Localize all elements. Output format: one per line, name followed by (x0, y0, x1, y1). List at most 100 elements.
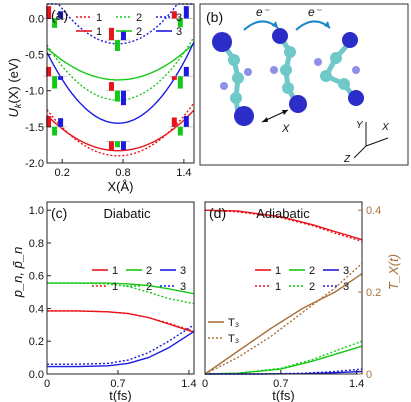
y-tick-label: 0.4 (29, 303, 44, 315)
legend-label: 2 (309, 281, 315, 293)
axis-y-label: Y (356, 120, 364, 131)
probability-curve (204, 340, 363, 375)
atom-h (314, 58, 322, 66)
atom-h (270, 66, 278, 74)
x-tick-label: 0.7 (110, 378, 125, 390)
atom-n (234, 106, 254, 126)
panel-label: (a) (51, 7, 68, 23)
coefficient-bar (52, 126, 58, 136)
coefficient-bar (183, 116, 189, 127)
coefficient-bar (183, 6, 189, 19)
y-axis-label: p_n, p̃_n (10, 247, 25, 299)
x-tick-label: 0 (202, 378, 208, 390)
panel-a: 0.2 0.8 1.4 0.0 -0.5 -1.0 -1.5 -2.0 (a) 1 2 3 1 2 3 X(Å… (6, 3, 195, 194)
atom-c (282, 82, 294, 94)
potential-curve (46, 42, 195, 81)
coefficient-bar (46, 6, 52, 19)
x-axis-label: t(fs) (272, 388, 294, 402)
molecule-right (314, 32, 364, 106)
coefficient-bar (58, 118, 64, 127)
probability-curve (47, 330, 195, 368)
legend-label: 2 (136, 12, 142, 24)
atom-c (232, 72, 244, 84)
plot-frame (46, 201, 195, 375)
probability-curve (47, 310, 195, 333)
coefficient-bar (52, 76, 58, 89)
legend-label: 2 (136, 26, 142, 38)
probability-curve (47, 282, 195, 305)
y-tick-label: -1.5 (25, 122, 44, 134)
transfer-curve (204, 273, 363, 375)
legend-label: 3 (176, 12, 182, 24)
axis-z-label: Z (343, 154, 351, 165)
y-axis-label: Uk(X) (eV) (6, 58, 23, 117)
coefficient-bar (177, 18, 183, 28)
y-tick-label: 0.0 (29, 369, 44, 381)
panel-b-label: (b) (206, 9, 223, 25)
x-tick-label: 1.4 (181, 378, 196, 390)
right-y-tick-label: 0 (366, 369, 372, 381)
probability-curve (47, 310, 195, 333)
probability-curve (204, 209, 363, 241)
coefficient-bar (114, 141, 120, 148)
molecule-left (212, 32, 254, 126)
atom-h (244, 68, 252, 76)
coefficient-bar (108, 82, 114, 91)
y-tick-label: 0.8 (29, 238, 44, 250)
atom-c (330, 52, 342, 64)
potential-curve (47, 3, 194, 45)
coefficient-bar (58, 76, 64, 80)
y-tick-label: -2.0 (25, 158, 44, 170)
x-tick-label: 0.8 (115, 167, 130, 179)
coefficient-bar (183, 66, 189, 77)
axis-x-arrow (365, 137, 389, 147)
coefficient-bar (171, 76, 177, 80)
x-tick-label: 0.7 (273, 378, 288, 390)
x-tick-label: 1.4 (349, 378, 364, 390)
coefficient-bar (108, 141, 114, 150)
right-y-tick-label: 0.4 (366, 205, 381, 217)
legend-label: 3 (343, 281, 349, 293)
plot-frame (46, 3, 195, 164)
axis-x-label: X (381, 122, 389, 133)
legend-label: T₃ (228, 333, 239, 345)
y-tick-label: 0.0 (29, 13, 44, 25)
legend-label: 1 (96, 26, 102, 38)
legend-label: T₃ (228, 317, 239, 329)
plot-frame (204, 201, 363, 375)
electron-label: e⁻ (256, 5, 271, 19)
potential-curve (46, 109, 195, 152)
potential-curve (46, 102, 195, 157)
y-tick-label: -1.0 (25, 86, 44, 98)
y-tick-label: 1.0 (29, 205, 44, 217)
legend-label: 3 (180, 265, 186, 277)
displacement-label: X (281, 123, 290, 135)
legend-label: 1 (96, 12, 102, 24)
coefficient-bar (108, 27, 114, 41)
panel-c: 0 0.7 1.4 0.0 0.2 0.4 0.6 0.8 1.0 (c) Diabatic 1 2 3 1… (10, 201, 197, 402)
right-y-axis-label: T_X(t) (386, 254, 401, 290)
x-tick-label: 1.4 (176, 167, 191, 179)
arrowhead (272, 21, 278, 28)
atom-n (272, 28, 288, 44)
coefficient-bar (114, 40, 120, 51)
legend-label: 3 (343, 265, 349, 277)
atom-n (212, 32, 232, 52)
coefficient-bar (177, 76, 183, 89)
legend-label: 2 (146, 265, 152, 277)
panel-label: (c) (51, 205, 67, 221)
legend-label: 2 (309, 265, 315, 277)
coefficient-bar (58, 11, 64, 19)
atom-n (289, 95, 307, 113)
probability-curve (47, 282, 195, 295)
coefficient-bar (120, 90, 126, 106)
right-y-tick-label: 0.2 (366, 287, 381, 299)
legend-label: 3 (180, 281, 186, 293)
legend-label: 1 (112, 281, 118, 293)
atom-c (228, 54, 240, 66)
atom-c (280, 64, 292, 76)
arrowhead (262, 117, 268, 122)
molecule-middle (270, 28, 307, 113)
